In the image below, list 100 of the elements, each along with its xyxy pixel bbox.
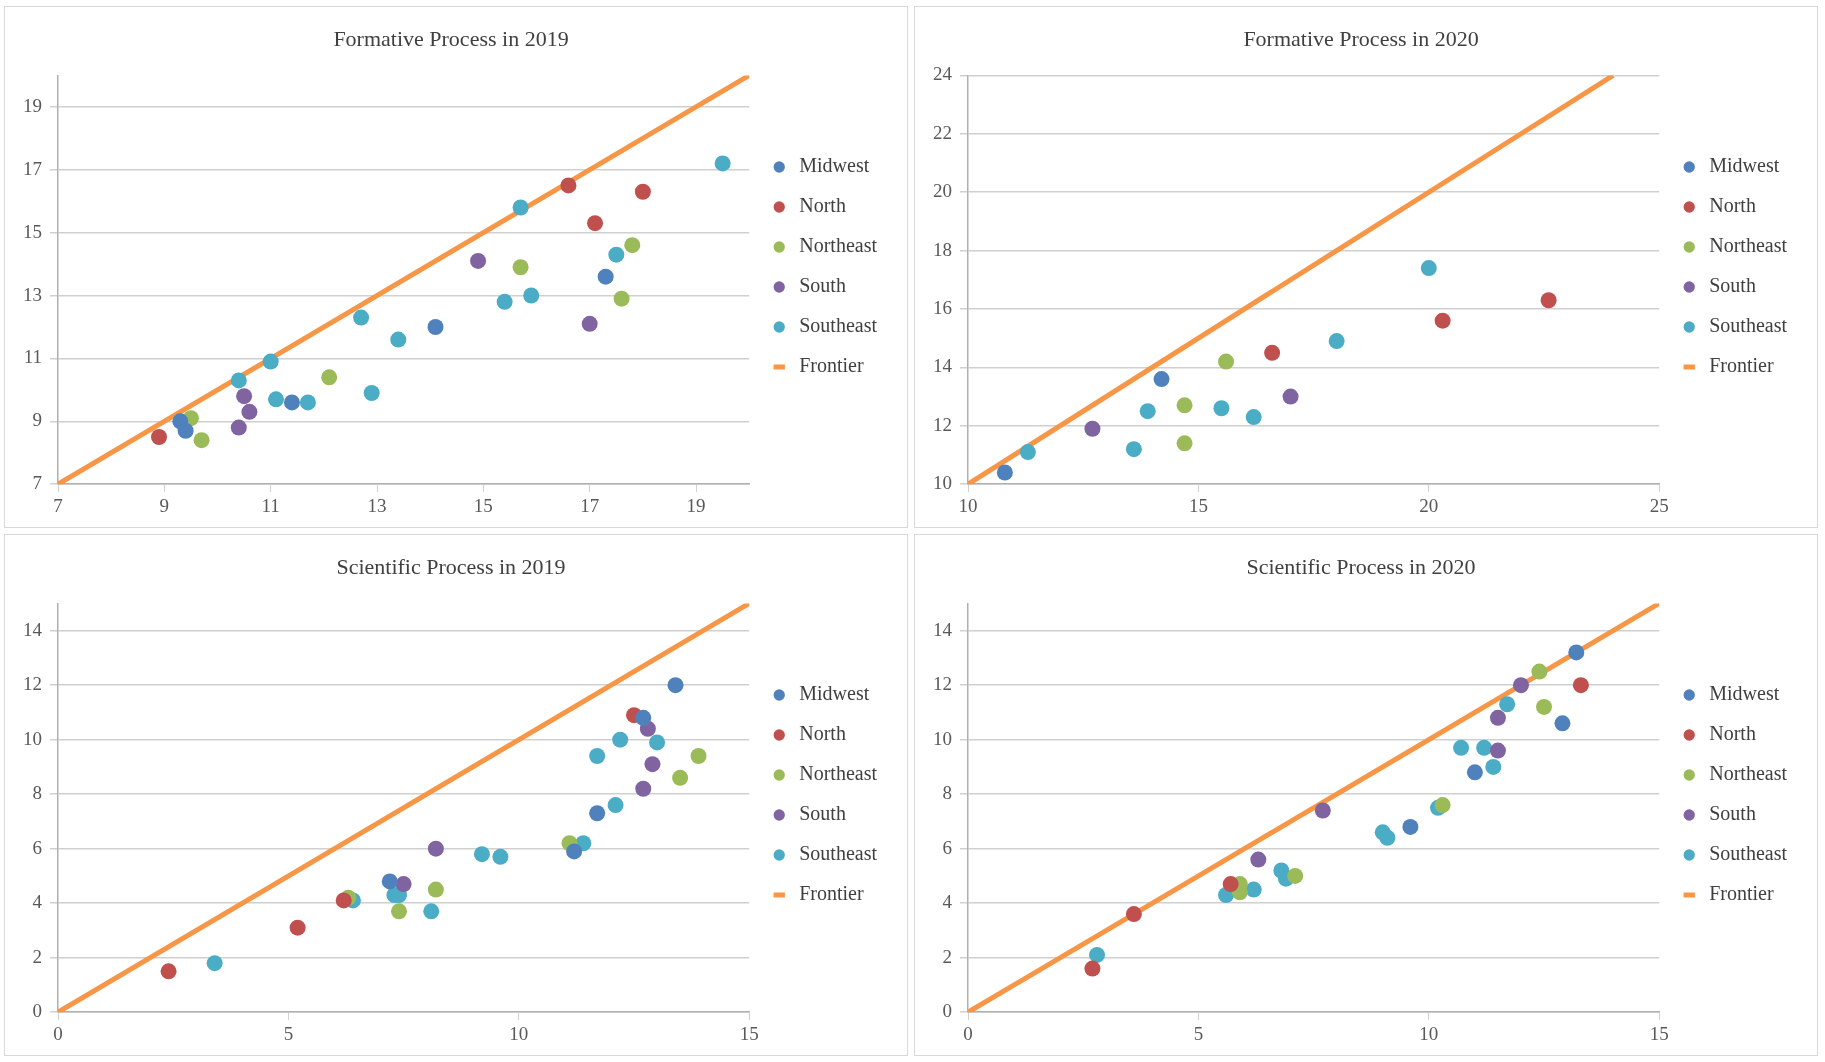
chart-title: Scientific Process in 2019 xyxy=(336,553,566,579)
point xyxy=(589,805,606,822)
y-tick-label: 4 xyxy=(32,891,43,913)
point xyxy=(1176,397,1193,414)
point xyxy=(381,873,398,890)
point xyxy=(1568,644,1585,661)
y-tick-label: 7 xyxy=(32,472,42,494)
y-tick-label: 12 xyxy=(23,673,42,695)
y-tick-label: 16 xyxy=(933,296,952,318)
point xyxy=(1485,758,1502,775)
point xyxy=(587,215,604,232)
legend-label: North xyxy=(799,722,846,745)
point xyxy=(1512,677,1529,694)
legend-label: Northeast xyxy=(1709,762,1788,785)
point xyxy=(512,199,529,216)
point xyxy=(390,331,407,348)
point xyxy=(230,372,247,389)
x-tick-label: 15 xyxy=(1649,1022,1669,1044)
point xyxy=(193,432,210,449)
x-tick-label: 25 xyxy=(1649,494,1669,516)
point xyxy=(1536,698,1553,715)
x-tick-label: 9 xyxy=(159,494,170,516)
point xyxy=(1264,344,1281,361)
point xyxy=(395,876,412,893)
point xyxy=(473,846,490,863)
point xyxy=(1084,960,1101,977)
chart-title: Scientific Process in 2020 xyxy=(1246,553,1476,579)
point xyxy=(589,748,606,765)
point xyxy=(283,394,300,411)
x-tick-label: 15 xyxy=(1188,494,1208,516)
y-tick-label: 6 xyxy=(942,836,952,858)
point xyxy=(512,259,529,276)
point xyxy=(423,903,440,920)
x-tick-label: 17 xyxy=(580,494,600,516)
point xyxy=(644,756,661,773)
legend-label: North xyxy=(799,194,846,217)
point xyxy=(262,353,279,370)
point xyxy=(1554,715,1571,732)
point xyxy=(1176,435,1193,452)
y-tick-label: 2 xyxy=(32,945,42,967)
y-tick-label: 10 xyxy=(933,727,952,749)
point xyxy=(714,155,731,172)
x-tick-label: 10 xyxy=(1419,1022,1439,1044)
y-tick-label: 14 xyxy=(933,618,953,640)
point xyxy=(1379,829,1396,846)
point xyxy=(612,731,629,748)
legend-label: Southeast xyxy=(1709,314,1788,337)
y-tick-label: 20 xyxy=(933,180,952,202)
legend-label: North xyxy=(1709,722,1756,745)
point xyxy=(566,843,583,860)
y-tick-label: 22 xyxy=(933,121,952,143)
point xyxy=(1476,739,1493,756)
legend-label: Frontier xyxy=(799,882,864,905)
point xyxy=(230,419,247,436)
y-tick-label: 0 xyxy=(32,1000,42,1022)
point xyxy=(581,315,598,332)
point xyxy=(321,369,338,386)
x-tick-label: 15 xyxy=(473,494,493,516)
y-tick-label: 17 xyxy=(23,157,42,179)
point xyxy=(624,237,641,254)
y-tick-label: 8 xyxy=(32,782,42,804)
legend-label: Northeast xyxy=(799,234,878,257)
point xyxy=(634,183,651,200)
point xyxy=(427,840,444,857)
legend-label: Midwest xyxy=(1709,154,1780,177)
point xyxy=(608,246,625,263)
legend-label: North xyxy=(1709,194,1756,217)
point xyxy=(1420,260,1437,277)
y-tick-label: 6 xyxy=(32,836,42,858)
x-tick-label: 0 xyxy=(53,1022,63,1044)
chart-title: Formative Process in 2019 xyxy=(333,25,569,51)
legend-label: Frontier xyxy=(799,354,864,377)
point xyxy=(1328,333,1345,350)
x-tick-label: 10 xyxy=(958,494,978,516)
legend-label: South xyxy=(799,274,846,297)
y-tick-label: 14 xyxy=(23,618,43,640)
legend-label: Frontier xyxy=(1709,882,1774,905)
x-tick-label: 19 xyxy=(686,494,706,516)
point xyxy=(427,318,444,335)
y-tick-label: 11 xyxy=(23,346,42,368)
point xyxy=(363,385,380,402)
y-tick-label: 14 xyxy=(933,355,953,377)
point xyxy=(1434,312,1451,329)
y-tick-label: 12 xyxy=(933,413,952,435)
legend-label: Northeast xyxy=(799,762,878,785)
point xyxy=(1139,403,1156,420)
point xyxy=(996,464,1013,481)
x-tick-label: 11 xyxy=(261,494,280,516)
legend-label: South xyxy=(1709,274,1756,297)
point xyxy=(241,403,258,420)
point xyxy=(1531,663,1548,680)
x-tick-label: 5 xyxy=(1193,1022,1204,1044)
point xyxy=(635,780,652,797)
point xyxy=(1314,802,1331,819)
point xyxy=(1125,441,1142,458)
y-tick-label: 24 xyxy=(933,63,953,85)
legend-label: Southeast xyxy=(799,314,878,337)
point xyxy=(470,252,487,269)
point xyxy=(635,709,652,726)
legend-label: Southeast xyxy=(799,842,878,865)
